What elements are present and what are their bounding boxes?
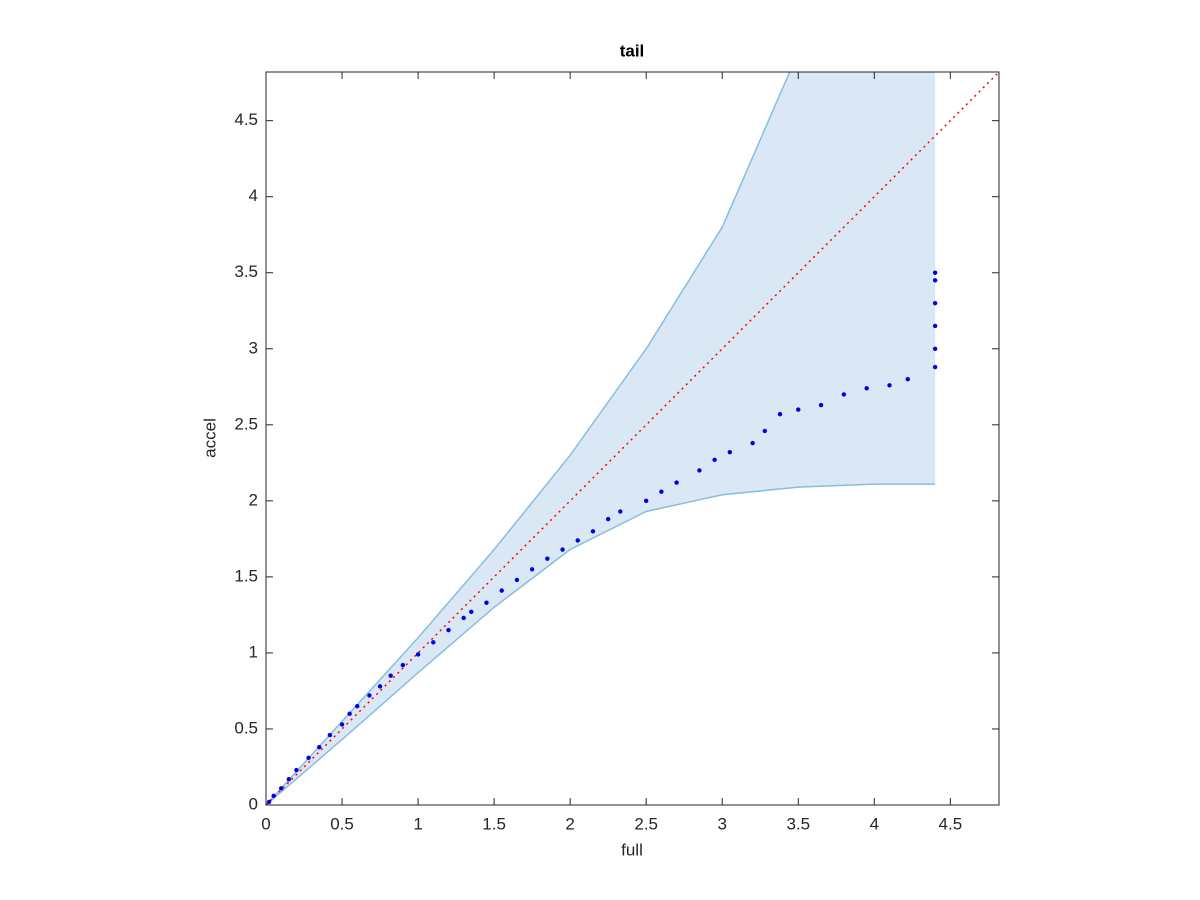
data-point: [605, 516, 611, 522]
data-point: [415, 652, 421, 657]
x-tick-label: 2.5: [634, 814, 658, 833]
data-point: [727, 449, 733, 455]
data-point: [294, 767, 299, 773]
data-point: [367, 693, 372, 698]
band-lower-edge: [266, 483, 936, 805]
data-point: [932, 278, 938, 283]
y-tick-label: 1.5: [234, 566, 258, 585]
y-tick-label: 1: [249, 642, 258, 661]
data-point: [286, 776, 292, 782]
data-point: [339, 722, 345, 727]
data-point: [643, 498, 649, 504]
plot-area: [266, 72, 999, 805]
data-point: [327, 732, 333, 738]
data-point: [932, 323, 938, 329]
data-point: [932, 346, 938, 351]
x-tick-label: 0.5: [330, 814, 354, 833]
axes-box: [265, 71, 1000, 806]
data-point: [618, 509, 623, 514]
data-point: [545, 556, 550, 561]
data-point: [887, 383, 892, 388]
data-point: [271, 793, 276, 799]
band-fill: [266, 72, 936, 805]
data-point: [347, 711, 352, 716]
data-point: [932, 364, 938, 370]
y-tick-label: 0: [249, 794, 258, 813]
y-tick-label: 2.5: [234, 414, 258, 433]
data-point: [762, 428, 768, 434]
y-tick-label: 3: [249, 338, 258, 357]
data-point: [469, 609, 474, 615]
data-point: [529, 567, 535, 572]
axes: 0 0.5 1 1.5 2 2.5 3 3.5 4 4.5 0 0.5 1 1.5 2 2.5 3 3.5 4 4.5: [234, 71, 1000, 833]
y-axis-label: accel: [200, 418, 219, 458]
data-point: [864, 386, 869, 391]
data-point: [590, 529, 596, 534]
y-tick-label: 4: [249, 186, 258, 205]
data-point: [446, 627, 451, 633]
data-point: [932, 270, 938, 275]
x-tick-label: 2: [565, 814, 574, 833]
band-upper-edge: [266, 72, 791, 805]
x-tick-label: 4: [870, 814, 879, 833]
x-tick-label: 4.5: [939, 814, 963, 833]
chart-title: tail: [620, 41, 645, 60]
data-point: [266, 799, 272, 805]
data-point: [659, 489, 664, 494]
x-tick-label: 1.5: [482, 814, 506, 833]
data-point: [514, 577, 520, 583]
data-point: [484, 600, 489, 605]
data-point: [841, 392, 847, 397]
data-point: [400, 662, 406, 668]
data-point: [431, 640, 436, 645]
data-point: [796, 407, 801, 412]
x-tick-label: 3.5: [786, 814, 810, 833]
data-point: [317, 745, 322, 750]
x-tick-label: 3: [717, 814, 726, 833]
data-point: [777, 411, 783, 417]
data-point: [575, 538, 580, 543]
data-point: [279, 786, 284, 791]
x-tick-label: 1: [413, 814, 422, 833]
data-point: [388, 673, 393, 678]
data-point: [818, 402, 824, 408]
x-tick-label: 0: [261, 814, 270, 833]
data-point: [712, 457, 717, 462]
data-point: [905, 376, 910, 382]
data-point: [461, 615, 466, 621]
data-point: [932, 300, 938, 306]
data-point: [355, 703, 360, 709]
data-point: [560, 547, 565, 552]
y-tick-label: 2: [249, 490, 258, 509]
y-tick-label: 0.5: [234, 718, 258, 737]
data-point: [306, 755, 311, 761]
data-point: [697, 468, 702, 473]
data-point: [750, 440, 755, 446]
y-tick-label: 4.5: [234, 110, 258, 129]
data-point: [377, 684, 383, 689]
y-tick-label: 3.5: [234, 262, 258, 281]
data-point: [674, 480, 679, 485]
x-axis-label: full: [621, 840, 643, 859]
data-point: [499, 588, 504, 593]
